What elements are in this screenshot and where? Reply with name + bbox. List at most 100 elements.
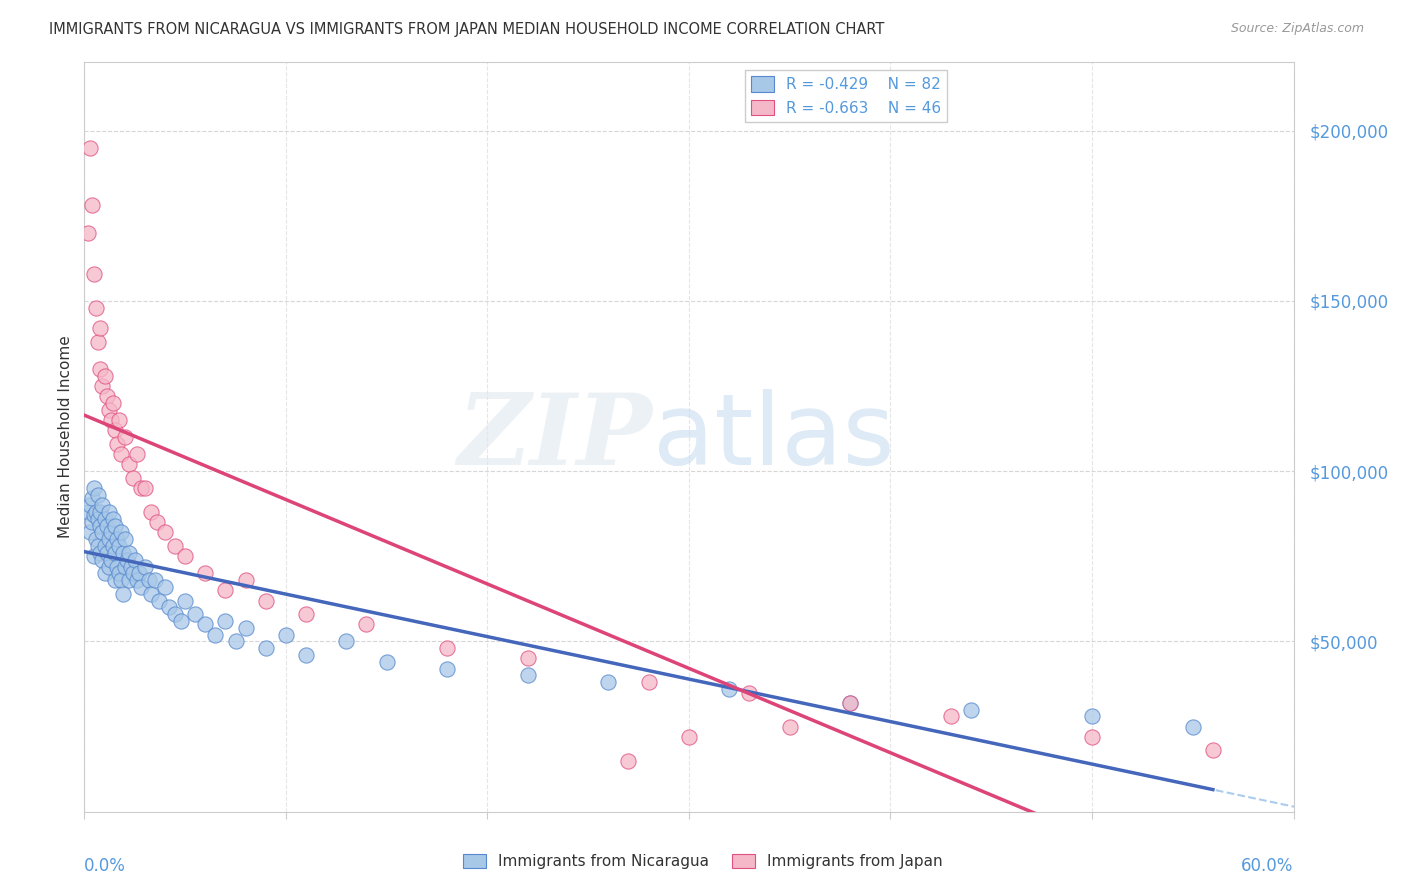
Point — [77, 226, 100, 240]
Point — [153, 525, 176, 540]
Point — [129, 481, 152, 495]
Point — [97, 559, 120, 574]
Point — [839, 696, 862, 710]
Point — [335, 634, 357, 648]
Point — [120, 559, 142, 574]
Point — [121, 471, 143, 485]
Point — [97, 505, 120, 519]
Text: IMMIGRANTS FROM NICARAGUA VS IMMIGRANTS FROM JAPAN MEDIAN HOUSEHOLD INCOME CORRE: IMMIGRANTS FROM NICARAGUA VS IMMIGRANTS … — [49, 22, 884, 37]
Point — [104, 546, 127, 560]
Point — [91, 525, 114, 540]
Point — [111, 587, 134, 601]
Legend: Immigrants from Nicaragua, Immigrants from Japan: Immigrants from Nicaragua, Immigrants fr… — [457, 848, 949, 875]
Point — [146, 515, 169, 529]
Point — [86, 533, 108, 547]
Point — [89, 362, 111, 376]
Point — [77, 505, 100, 519]
Text: 60.0%: 60.0% — [1241, 856, 1294, 875]
Point — [356, 617, 378, 632]
Point — [96, 546, 118, 560]
Point — [101, 512, 124, 526]
Point — [89, 321, 111, 335]
Point — [138, 573, 160, 587]
Point — [111, 546, 134, 560]
Point — [118, 458, 141, 472]
Point — [194, 566, 217, 581]
Point — [254, 641, 277, 656]
Point — [165, 539, 187, 553]
Point — [960, 702, 983, 716]
Point — [110, 573, 132, 587]
Point — [110, 525, 132, 540]
Point — [104, 518, 127, 533]
Point — [738, 685, 761, 699]
Point — [86, 505, 108, 519]
Point — [115, 552, 138, 566]
Point — [107, 566, 129, 581]
Point — [128, 566, 150, 581]
Point — [678, 730, 700, 744]
Point — [436, 641, 458, 656]
Point — [89, 505, 111, 519]
Point — [143, 573, 166, 587]
Point — [87, 334, 110, 349]
Point — [89, 546, 111, 560]
Point — [93, 512, 115, 526]
Point — [114, 559, 136, 574]
Point — [617, 754, 640, 768]
Point — [235, 621, 257, 635]
Point — [105, 559, 128, 574]
Point — [204, 627, 226, 641]
Point — [153, 580, 176, 594]
Point — [124, 552, 146, 566]
Point — [83, 481, 105, 495]
Point — [225, 634, 247, 648]
Point — [939, 709, 962, 723]
Point — [274, 627, 297, 641]
Point — [170, 614, 193, 628]
Point — [107, 413, 129, 427]
Point — [129, 580, 152, 594]
Point — [121, 566, 143, 581]
Point — [114, 430, 136, 444]
Point — [101, 539, 124, 553]
Point — [87, 488, 110, 502]
Point — [86, 301, 108, 315]
Point — [100, 413, 122, 427]
Point — [839, 696, 862, 710]
Point — [82, 515, 104, 529]
Point — [184, 607, 207, 622]
Point — [1081, 730, 1104, 744]
Text: Source: ZipAtlas.com: Source: ZipAtlas.com — [1230, 22, 1364, 36]
Point — [107, 539, 129, 553]
Point — [97, 533, 120, 547]
Point — [91, 379, 114, 393]
Point — [100, 552, 122, 566]
Point — [165, 607, 187, 622]
Text: atlas: atlas — [652, 389, 894, 485]
Point — [214, 614, 236, 628]
Point — [779, 720, 801, 734]
Point — [295, 607, 318, 622]
Point — [79, 498, 101, 512]
Point — [82, 198, 104, 212]
Point — [82, 491, 104, 506]
Point — [79, 140, 101, 154]
Point — [79, 525, 101, 540]
Point — [157, 600, 180, 615]
Point — [91, 552, 114, 566]
Point — [83, 267, 105, 281]
Point — [87, 512, 110, 526]
Point — [93, 566, 115, 581]
Point — [235, 573, 257, 587]
Y-axis label: Median Household Income: Median Household Income — [58, 335, 73, 539]
Point — [637, 675, 659, 690]
Point — [87, 539, 110, 553]
Point — [194, 617, 217, 632]
Point — [93, 539, 115, 553]
Point — [295, 648, 318, 662]
Point — [93, 368, 115, 383]
Point — [436, 662, 458, 676]
Point — [254, 593, 277, 607]
Point — [105, 533, 128, 547]
